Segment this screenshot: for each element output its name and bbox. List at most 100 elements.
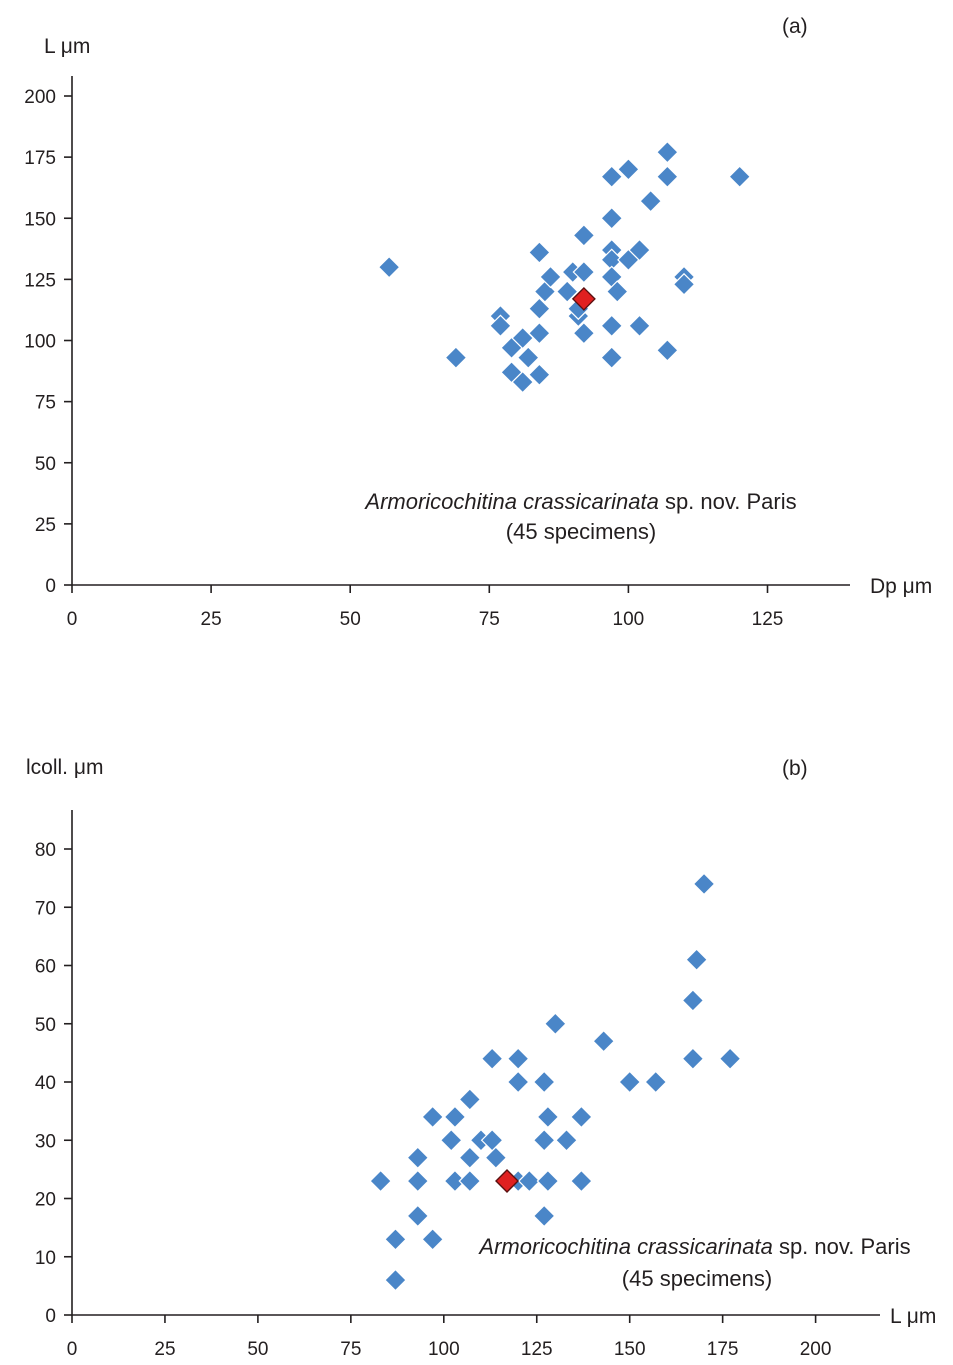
- data-point-b: [532, 1070, 556, 1094]
- data-point-b: [439, 1128, 463, 1152]
- data-point-b: [681, 989, 705, 1012]
- y-tick-label-b: 30: [35, 1131, 56, 1152]
- data-point-a: [511, 370, 535, 394]
- ticks-b: 0 25 50 75 100 125 150 175 200 0 10 20 30 40 50 60 70 80: [35, 840, 832, 1360]
- y-tick-label-b: 40: [35, 1073, 56, 1094]
- x-tick-label-a: 0: [67, 609, 78, 630]
- x-tick-label-b: 75: [340, 1339, 361, 1360]
- data-point-a: [539, 265, 562, 289]
- data-point-a: [489, 314, 512, 338]
- y-tick-label-b: 50: [35, 1015, 56, 1036]
- x-tick-label-b: 25: [154, 1339, 175, 1360]
- annotation-species-a: Armoricochitina crassicarinata: [363, 489, 658, 514]
- panel-label-a: (a): [782, 15, 808, 38]
- x-tick-label-a: 125: [752, 609, 784, 630]
- data-point-a: [605, 280, 629, 303]
- data-point-b: [570, 1169, 593, 1193]
- x-tick-label-a: 100: [613, 609, 645, 630]
- data-points-a: [377, 140, 752, 394]
- data-point-b: [555, 1128, 578, 1152]
- data-point-a: [500, 360, 523, 384]
- data-point-b: [692, 872, 716, 896]
- x-tick-label-a: 50: [340, 609, 361, 630]
- data-point-a: [528, 363, 551, 387]
- data-point-b: [536, 1169, 560, 1193]
- x-tick-label-a: 75: [479, 609, 500, 630]
- data-point-b: [421, 1105, 444, 1129]
- data-point-b: [570, 1105, 593, 1129]
- y-tick-label-a: 75: [35, 393, 56, 414]
- data-point-b: [644, 1070, 668, 1094]
- annotation-b: Armoricochitina crassicarinata sp. nov. …: [477, 1234, 910, 1259]
- data-point-a: [655, 165, 679, 189]
- data-point-a: [377, 255, 401, 279]
- y-tick-label-a: 100: [24, 332, 56, 353]
- data-point-a: [572, 224, 596, 247]
- data-point-a: [516, 346, 540, 369]
- data-point-a: [600, 206, 624, 230]
- data-point-a: [628, 314, 651, 338]
- data-point-b: [458, 1088, 482, 1111]
- y-tick-label-b: 80: [35, 840, 56, 861]
- data-point-b: [480, 1047, 504, 1071]
- data-point-b: [421, 1227, 444, 1251]
- annotation-suffix-b: sp. nov. Paris: [773, 1234, 911, 1259]
- data-point-b: [369, 1169, 392, 1193]
- x-tick-label-b: 150: [614, 1339, 646, 1360]
- data-point-b: [506, 1070, 530, 1094]
- annotation-suffix-a: sp. nov. Paris: [659, 489, 797, 514]
- annotation-count-a: (45 specimens): [506, 519, 656, 544]
- data-point-a: [655, 338, 679, 362]
- data-point-b: [592, 1029, 616, 1053]
- data-point-b: [406, 1146, 430, 1170]
- x-axis-label-b: L μm: [890, 1305, 936, 1328]
- ticks-a: 0 25 50 75 100 125 0 25 50 75 100 125 150 175 200: [24, 87, 783, 630]
- y-tick-label-b: 0: [45, 1306, 56, 1327]
- y-tick-label-b: 60: [35, 957, 56, 978]
- data-point-b: [536, 1105, 560, 1129]
- data-point-a: [655, 140, 679, 164]
- chart-panel-b: (b) lcoll. μm L μm 0 25 50 75 100 125 150 175 20…: [26, 756, 936, 1360]
- x-tick-label-b: 100: [428, 1339, 460, 1360]
- y-tick-label-b: 10: [35, 1248, 56, 1269]
- y-tick-label-a: 150: [24, 209, 56, 230]
- data-point-b: [458, 1146, 482, 1170]
- data-point-b: [681, 1047, 705, 1071]
- annotation-count-b: (45 specimens): [622, 1266, 772, 1291]
- chart-panel-a: (a) L μm Dp μm 0 25 50 75 100 125 0 25 50 75 100 12…: [24, 15, 932, 630]
- data-point-b: [406, 1169, 430, 1193]
- panel-label-b: (b): [782, 757, 808, 780]
- type-specimen-point-a: [571, 286, 596, 311]
- data-point-b: [506, 1047, 530, 1071]
- data-point-a: [639, 189, 663, 213]
- data-point-a: [528, 321, 551, 345]
- data-point-a: [672, 272, 696, 296]
- data-point-b: [443, 1105, 467, 1129]
- x-tick-label-b: 0: [67, 1339, 78, 1360]
- data-point-a: [600, 165, 624, 189]
- data-point-b: [543, 1012, 567, 1036]
- data-point-b: [685, 948, 708, 972]
- x-tick-label-b: 125: [521, 1339, 553, 1360]
- type-specimen-point-b: [495, 1169, 519, 1194]
- data-point-a: [528, 241, 551, 264]
- data-point-b: [532, 1128, 556, 1152]
- data-point-b: [517, 1169, 541, 1193]
- y-tick-label-a: 50: [35, 454, 56, 475]
- y-tick-label-a: 175: [24, 148, 56, 169]
- data-point-a: [572, 260, 596, 284]
- data-point-a: [600, 314, 624, 338]
- y-axis-label-a: L μm: [44, 35, 90, 58]
- data-point-b: [384, 1268, 407, 1292]
- y-tick-label-a: 0: [45, 576, 56, 597]
- y-tick-label-b: 70: [35, 898, 56, 919]
- data-point-a: [528, 297, 551, 321]
- data-point-a: [555, 280, 579, 303]
- annotation-a: Armoricochitina crassicarinata sp. nov. …: [363, 489, 796, 514]
- y-tick-label-a: 25: [35, 515, 56, 536]
- data-points-b: [369, 872, 742, 1292]
- data-point-b: [458, 1169, 482, 1193]
- annotation-species-b: Armoricochitina crassicarinata: [477, 1234, 772, 1259]
- x-tick-label-b: 50: [247, 1339, 268, 1360]
